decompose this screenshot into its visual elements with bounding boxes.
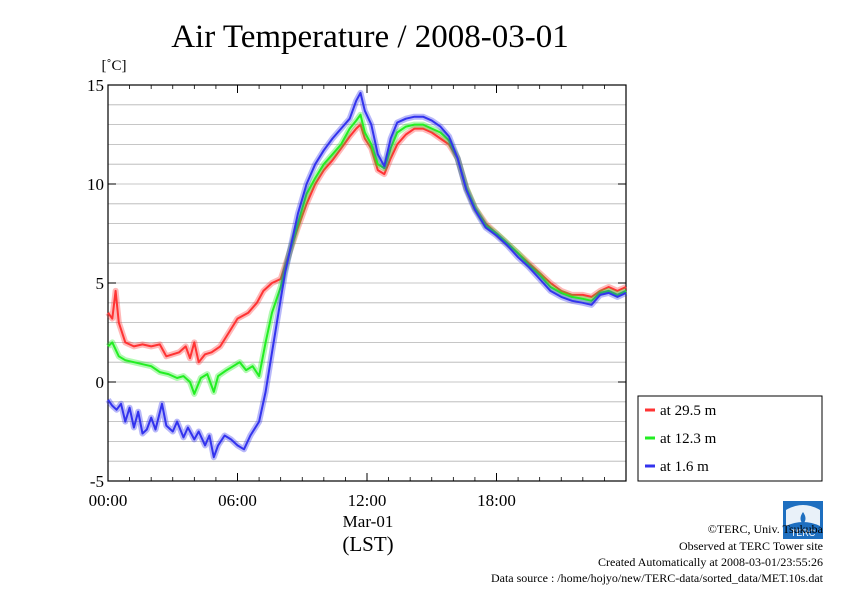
x-axis-title: (LST): [342, 532, 393, 556]
x-tick-label: 06:00: [218, 491, 257, 510]
series-lines: [105, 89, 628, 461]
legend-label: at 29.5 m: [660, 403, 717, 419]
series-line: [107, 91, 627, 459]
y-tick-label: 5: [96, 274, 105, 293]
y-tick-label: 0: [96, 373, 105, 392]
credit-copyright: ©TERC, Univ. Tsukuba: [708, 522, 824, 536]
y-axis-unit-label: [˚C]: [102, 58, 127, 74]
legend-label: at 1.6 m: [660, 459, 709, 475]
legend-box: [637, 395, 823, 482]
y-tick-label: 10: [87, 175, 104, 194]
terc-logo: TERC: [783, 501, 823, 539]
x-tick-label: 18:00: [477, 491, 516, 510]
legend-label: at 12.3 m: [660, 431, 717, 447]
credit-observed-site: Observed at TERC Tower site: [679, 539, 823, 553]
x-tick-label: 12:00: [348, 491, 387, 510]
y-tick-label: 15: [87, 76, 104, 95]
credit-created-time: Created Automatically at 2008-03-01/23:5…: [598, 555, 823, 569]
legend: at 29.5 m at 12.3 m at 1.6 m: [637, 395, 823, 482]
axis-ticks: 15 10 5 0 -500:00 06:00 12:00 18:00: [87, 76, 626, 510]
x-tick-label: 00:00: [89, 491, 128, 510]
series-line-halo: [105, 89, 628, 461]
logo-drop-icon: [800, 512, 806, 524]
grid-lines: [108, 104, 626, 462]
series-line: [107, 113, 627, 395]
credit-data-source: Data source : /home/hojyo/new/TERC-data/…: [491, 571, 824, 585]
logo-text: TERC: [791, 528, 816, 538]
x-axis-date-label: Mar-01: [343, 512, 394, 531]
y-tick-label: -5: [90, 472, 104, 491]
chart-title: Air Temperature / 2008-03-01: [171, 19, 569, 55]
